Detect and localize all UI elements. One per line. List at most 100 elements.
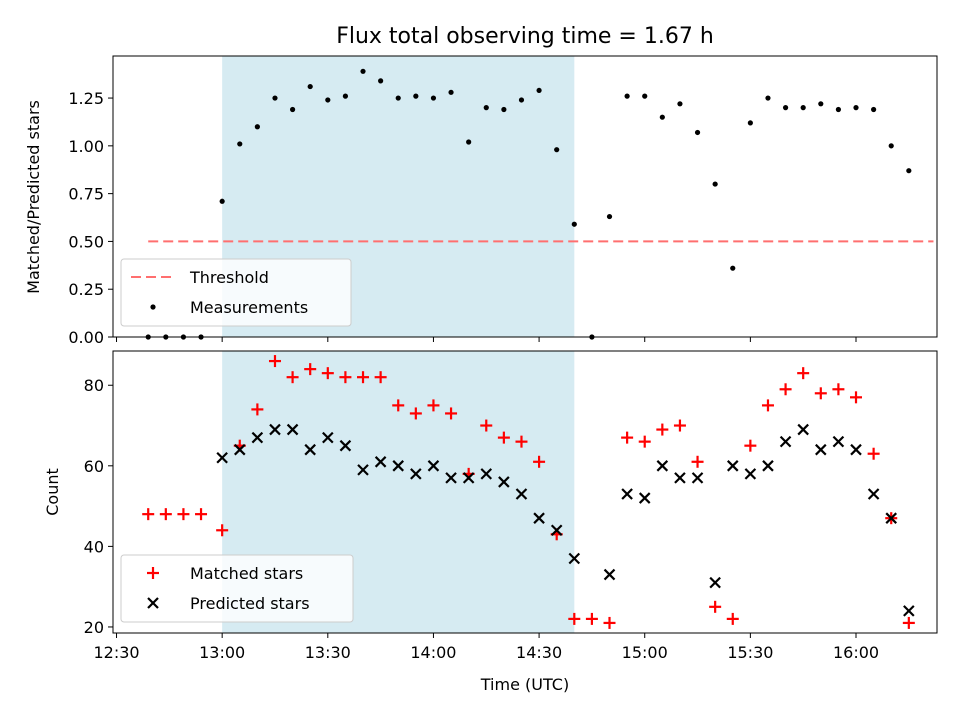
- predicted-star-point: [515, 488, 528, 500]
- legend-matched-swatch: [147, 567, 159, 579]
- matched-star-point: [304, 363, 317, 376]
- matched-star-point: [726, 612, 739, 625]
- matched-star-point: [497, 431, 510, 444]
- predicted-star-point: [480, 468, 493, 480]
- matched-star-point: [445, 407, 458, 420]
- measurement-point: [906, 168, 912, 174]
- matched-star-point: [656, 423, 669, 436]
- measurement-point: [536, 87, 542, 94]
- predicted-star-point: [674, 472, 686, 484]
- matched-star-point: [814, 387, 827, 400]
- x-tick-label: 13:30: [305, 643, 351, 662]
- measurement-point: [888, 143, 894, 149]
- predicted-star-point: [832, 435, 845, 448]
- legend-predicted-label: Predicted stars: [190, 594, 310, 613]
- x-tick-label: 14:00: [410, 643, 456, 662]
- predicted-star-point: [550, 524, 563, 537]
- bottom-y-axis-label: Count: [43, 468, 62, 516]
- top-panel: 0.00 0.25 0.50 0.75 1.00 1.25 Matched/Predict…: [24, 55, 938, 347]
- predicted-star-point: [410, 468, 422, 480]
- matched-star-point: [374, 371, 387, 384]
- matched-star-point: [427, 399, 440, 412]
- matched-star-point: [216, 524, 229, 537]
- measurement-point: [571, 221, 577, 227]
- predicted-star-point: [762, 460, 774, 472]
- measurement-point: [325, 97, 331, 103]
- matched-star-point: [195, 508, 208, 521]
- measurement-point: [730, 265, 736, 271]
- x-tick-label: 14:30: [516, 643, 562, 662]
- predicted-star-point: [304, 443, 316, 456]
- predicted-star-point: [656, 460, 669, 472]
- predicted-star-point: [286, 423, 299, 436]
- matched-star-point: [832, 383, 845, 396]
- predicted-star-point: [568, 552, 581, 565]
- predicted-star-point: [691, 472, 704, 484]
- matched-star-point: [850, 391, 863, 404]
- predicted-star-point: [709, 576, 721, 589]
- measurement-point: [642, 93, 648, 99]
- measurement-point: [853, 105, 859, 111]
- matched-star-point: [339, 371, 352, 384]
- bottom-y-tick-label: 60: [84, 457, 104, 476]
- matched-star-point: [142, 508, 155, 521]
- measurement-point: [606, 213, 613, 220]
- measurement-point: [800, 105, 806, 111]
- x-tick-label: 16:00: [833, 643, 879, 662]
- predicted-star-point: [603, 568, 616, 581]
- legend-threshold-label: Threshold: [189, 268, 269, 287]
- predicted-star-point: [392, 460, 405, 472]
- predicted-star-point: [885, 512, 898, 524]
- matched-star-point: [515, 435, 528, 448]
- matched-star-point: [533, 455, 546, 468]
- matched-star-point: [902, 616, 915, 629]
- measurement-point: [272, 95, 278, 101]
- measurement-point: [289, 106, 296, 113]
- measurement-point: [501, 106, 507, 113]
- predicted-star-point: [533, 512, 545, 524]
- legend-measurements-label: Measurements: [190, 298, 308, 317]
- measurement-point: [624, 93, 630, 99]
- matched-star-point: [357, 371, 370, 384]
- predicted-star-point: [445, 472, 457, 484]
- predicted-star-point: [779, 435, 792, 448]
- measurement-point: [712, 181, 718, 187]
- top-y-tick-label: 0.00: [68, 328, 104, 347]
- measurement-point: [342, 93, 349, 99]
- measurement-point: [395, 95, 401, 101]
- bottom-y-ticks: 20 40 60 80: [84, 376, 113, 637]
- top-y-tick-label: 0.25: [68, 280, 104, 299]
- matched-star-point: [568, 612, 581, 625]
- matched-star-point: [673, 419, 686, 432]
- measurement-point: [659, 114, 665, 120]
- bottom-axes-frame: [112, 350, 938, 634]
- measurement-point: [413, 93, 419, 99]
- predicted-star-point: [850, 443, 862, 456]
- predicted-star-point: [233, 443, 246, 456]
- predicted-star-point: [339, 439, 352, 452]
- x-tick-label: 15:30: [727, 643, 773, 662]
- measurement-point: [694, 129, 701, 136]
- matched-star-point: [159, 508, 172, 521]
- top-legend: Threshold Measurements: [120, 258, 352, 327]
- matched-star-point: [585, 612, 598, 625]
- matched-star-point: [761, 399, 774, 412]
- predicted-stars-points: [216, 423, 915, 617]
- measurement-point: [466, 139, 472, 145]
- top-y-tick-label: 0.75: [68, 185, 104, 204]
- matched-star-point: [480, 419, 493, 432]
- bottom-y-tick-label: 80: [84, 376, 104, 395]
- legend-measurements-swatch: [150, 304, 156, 310]
- matched-star-point: [603, 616, 616, 629]
- matched-star-point: [409, 407, 422, 420]
- x-axis-label: Time (UTC): [480, 675, 569, 694]
- measurement-point: [765, 95, 771, 101]
- matched-star-point: [621, 431, 634, 444]
- predicted-star-point: [216, 451, 228, 464]
- measurement-point: [237, 141, 243, 147]
- top-y-ticks: 0.00 0.25 0.50 0.75 1.00 1.25: [68, 89, 113, 347]
- measurement-point: [378, 78, 384, 84]
- bottom-y-tick-label: 20: [84, 618, 104, 637]
- measurement-point: [307, 83, 313, 90]
